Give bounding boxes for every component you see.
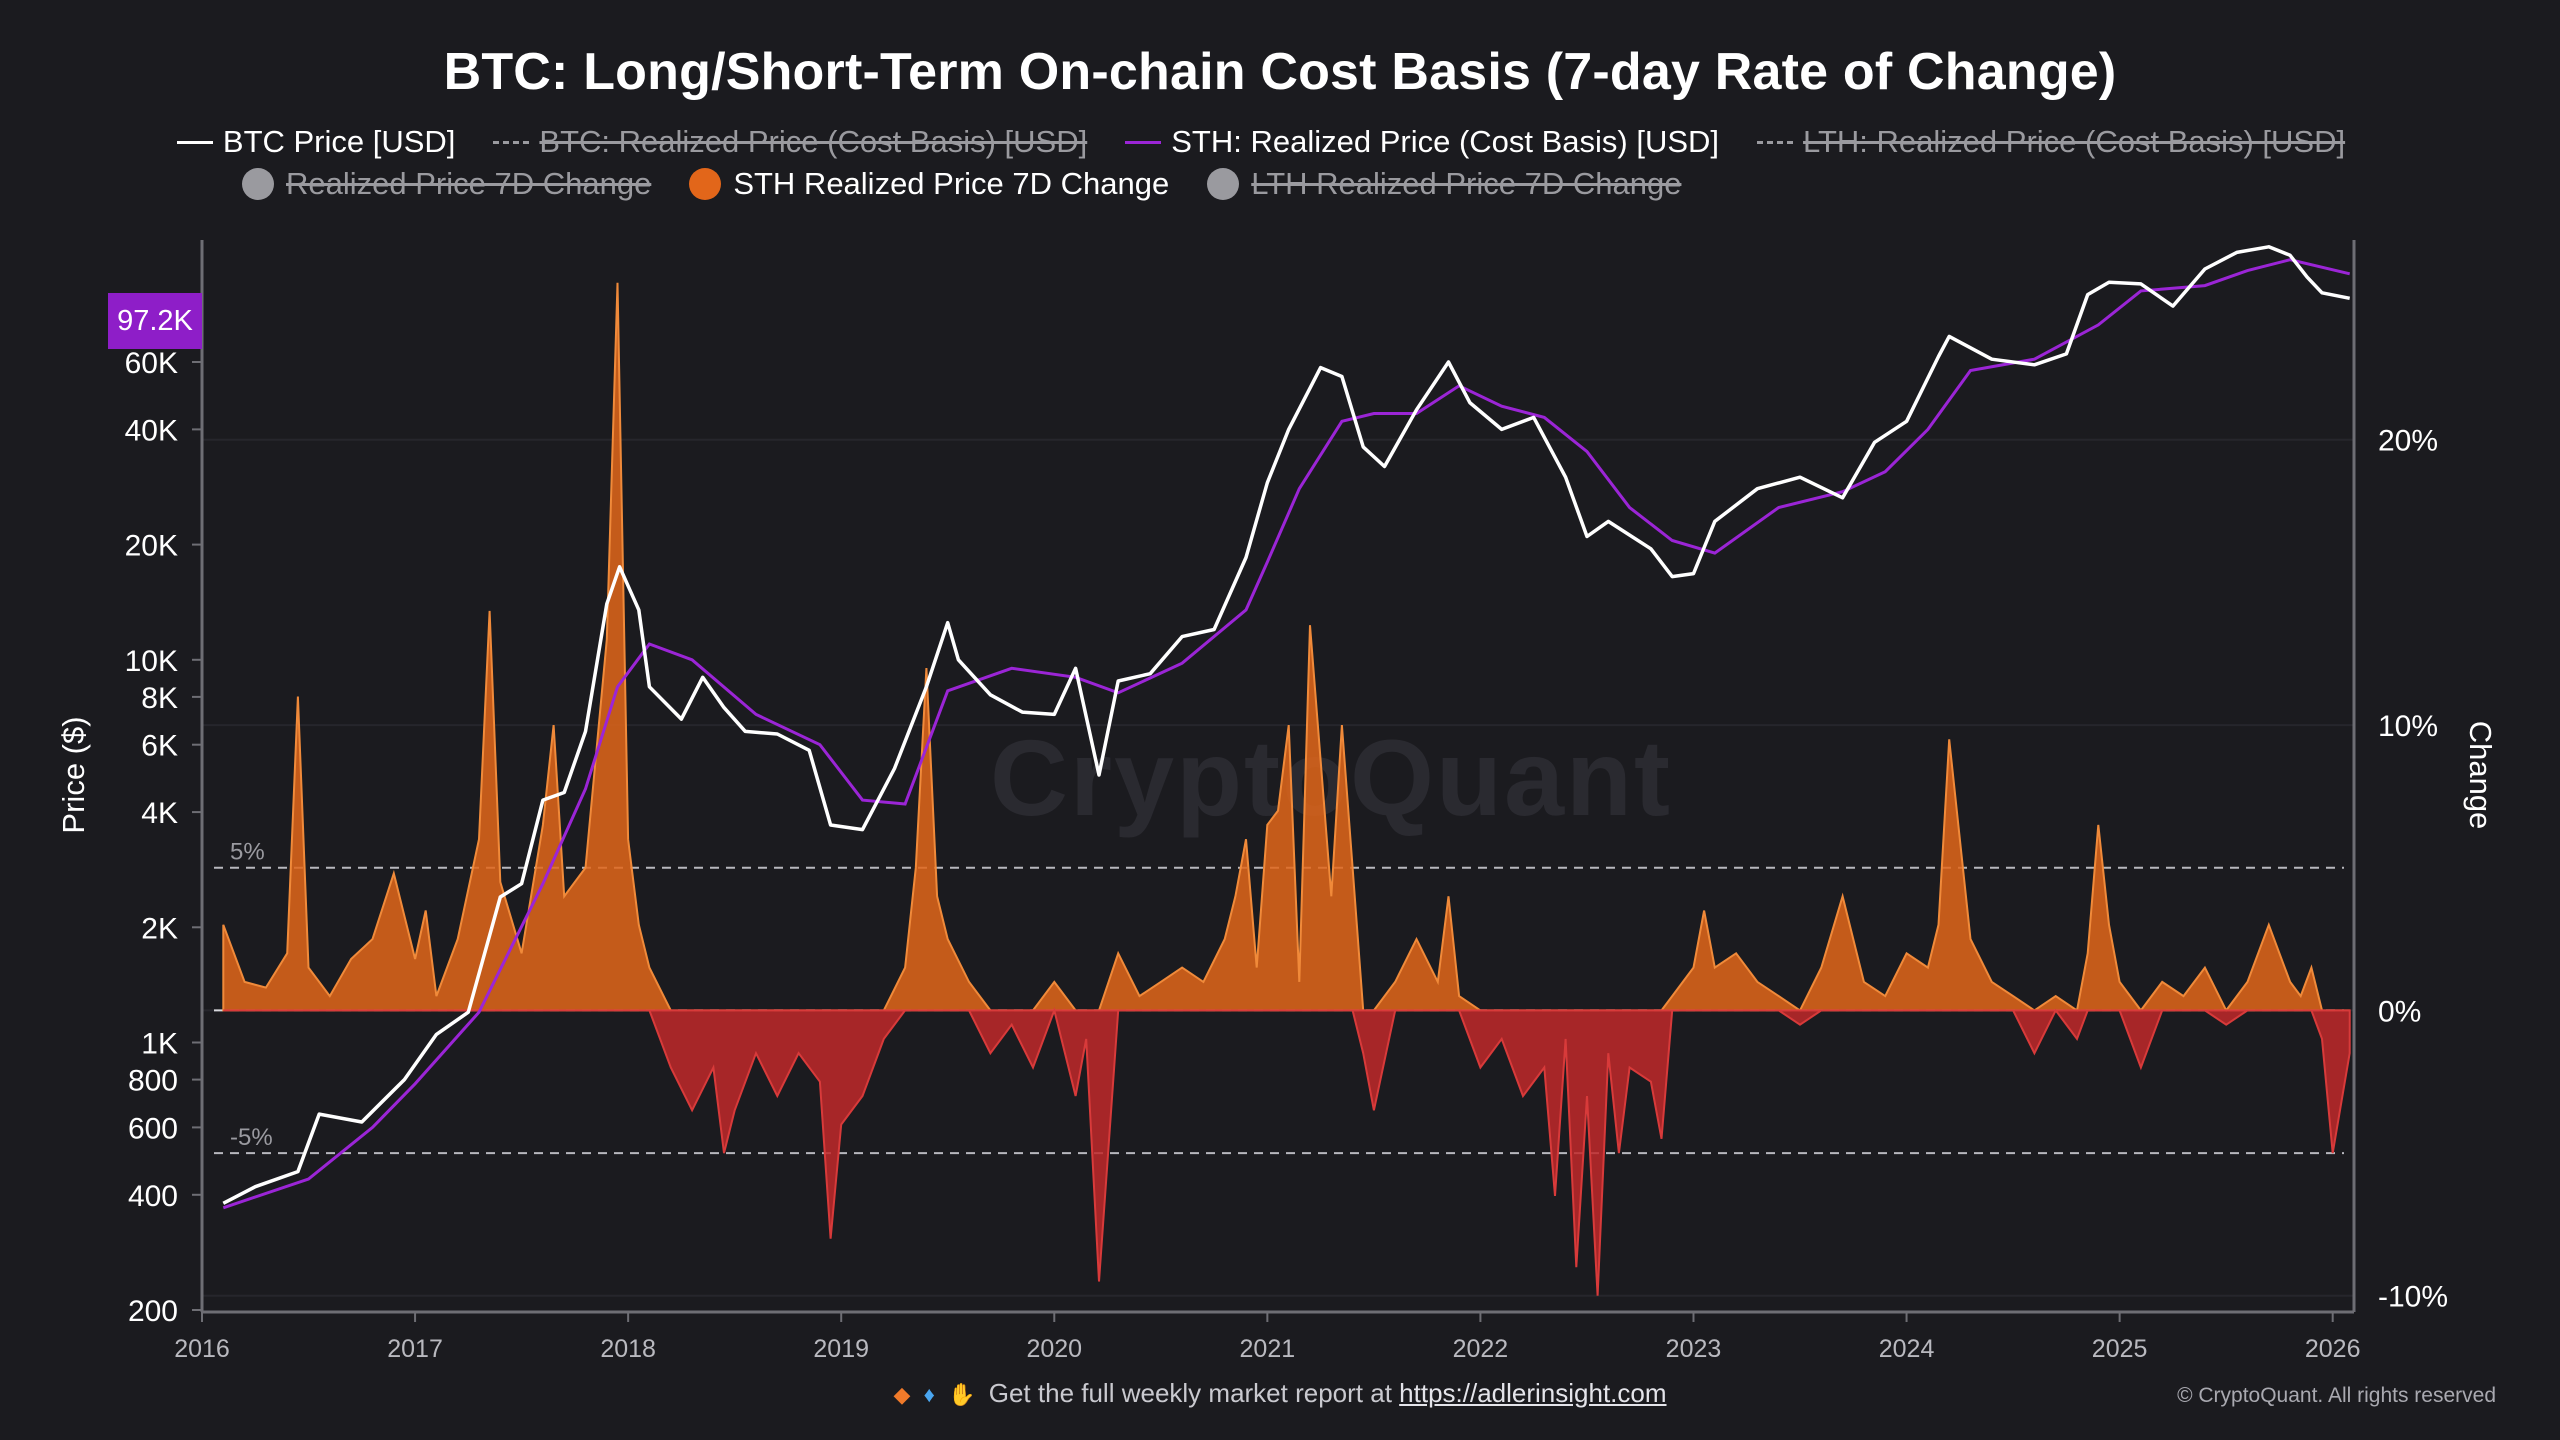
legend-item[interactable]: BTC: Realized Price (Cost Basis) [USD] <box>493 124 1087 160</box>
y-right-tick-label: 20% <box>2378 425 2438 458</box>
x-tick-label: 2021 <box>1240 1335 1296 1363</box>
chart-title: BTC: Long/Short-Term On-chain Cost Basis… <box>443 43 2117 101</box>
reference-line-label: 5% <box>230 839 265 866</box>
legend-line-marker <box>1757 140 1794 144</box>
reference-line-label: -5% <box>230 1124 273 1151</box>
y-left-tick-label: 8K <box>141 682 178 715</box>
orange-diamond-icon: ◆ <box>893 1382 911 1407</box>
y-left-axis-title: Price ($) <box>56 716 91 833</box>
x-tick-label: 2023 <box>1666 1335 1722 1363</box>
footer: ◆ ♦ ✋ Get the full weekly market report … <box>0 1378 2560 1409</box>
y-left-tick-label: 4K <box>141 797 178 830</box>
y-left-tick-label: 600 <box>128 1112 178 1145</box>
legend-item[interactable]: LTH: Realized Price (Cost Basis) [USD] <box>1757 124 2345 160</box>
report-link[interactable]: https://adlerinsight.com <box>1399 1378 1667 1408</box>
x-tick-label: 2017 <box>387 1335 443 1363</box>
y-left-tick-label: 40K <box>125 414 178 447</box>
sth-7d-change-negative-area <box>223 1007 2351 1296</box>
sth-realized-price-line <box>222 258 2351 1210</box>
y-left-tick-label: 1K <box>141 1028 178 1061</box>
y-left-tick-label: 800 <box>128 1065 178 1098</box>
legend-row: BTC Price [USD] BTC: Realized Price (Cost… <box>0 124 2560 160</box>
y-left-tick-label: 20K <box>125 530 178 563</box>
legend-label: BTC Price [USD] <box>222 124 456 159</box>
y-left-tick-label: 10K <box>125 645 178 678</box>
copyright: © CryptoQuant. All rights reserved <box>2177 1384 2496 1407</box>
y-left-tick-label: 2K <box>141 912 178 945</box>
x-tick-label: 2018 <box>600 1335 656 1363</box>
legend-label: Realized Price 7D Change <box>286 166 652 201</box>
legend-item[interactable]: Realized Price 7D Change <box>242 166 651 202</box>
sth-7d-change-positive-area <box>222 282 2350 1013</box>
btc-price-line <box>222 245 2351 1205</box>
legend-dot-marker <box>242 168 274 200</box>
x-tick-label: 2026 <box>2305 1335 2361 1363</box>
y-right-axis-title: Change <box>2463 721 2498 830</box>
y-left-tick-label: 6K <box>141 730 178 763</box>
legend-dot-marker <box>1207 168 1240 200</box>
x-tick-label: 2019 <box>813 1335 869 1363</box>
x-tick-label: 2024 <box>1879 1335 1935 1363</box>
price-badge: 97.2K <box>108 293 202 349</box>
legend-label: STH Realized Price 7D Change <box>733 166 1170 201</box>
y-right-tick-label: 10% <box>2378 710 2438 743</box>
x-tick-label: 2025 <box>2092 1335 2148 1363</box>
legend-item[interactable]: STH: Realized Price (Cost Basis) [USD] <box>1125 124 1719 160</box>
y-left-tick-label: 200 <box>128 1295 178 1328</box>
raised-hands-icon: ✋ <box>948 1382 976 1407</box>
y-right-tick-label: 0% <box>2378 995 2421 1028</box>
x-tick-label: 2016 <box>174 1335 230 1363</box>
legend-row: Realized Price 7D Change STH Realized Pri… <box>0 166 2560 202</box>
legend-line-marker <box>1125 140 1162 144</box>
x-tick-label: 2022 <box>1453 1335 1509 1363</box>
legend-item[interactable]: STH Realized Price 7D Change <box>689 166 1169 202</box>
legend-item[interactable]: LTH Realized Price 7D Change <box>1207 166 1681 202</box>
legend-label: LTH: Realized Price (Cost Basis) [USD] <box>1803 124 2346 159</box>
y-right-tick-label: -10% <box>2378 1281 2448 1314</box>
legend-line-marker <box>176 140 213 144</box>
legend-dot-marker <box>689 168 722 200</box>
legend-label: STH: Realized Price (Cost Basis) [USD] <box>1171 124 1720 159</box>
legend-item[interactable]: BTC Price [USD] <box>176 124 456 160</box>
footer-text: Get the full weekly market report at <box>988 1378 1392 1408</box>
legend-label: LTH Realized Price 7D Change <box>1251 166 1682 201</box>
y-left-tick-label: 60K <box>125 347 178 380</box>
legend-line-marker <box>493 140 530 144</box>
blue-gem-icon: ♦ <box>923 1382 935 1407</box>
legend-label: BTC: Realized Price (Cost Basis) [USD] <box>539 124 1088 159</box>
y-left-tick-label: 400 <box>128 1180 178 1213</box>
watermark: CryptoQuant <box>990 717 1672 838</box>
x-tick-label: 2020 <box>1026 1335 1082 1363</box>
